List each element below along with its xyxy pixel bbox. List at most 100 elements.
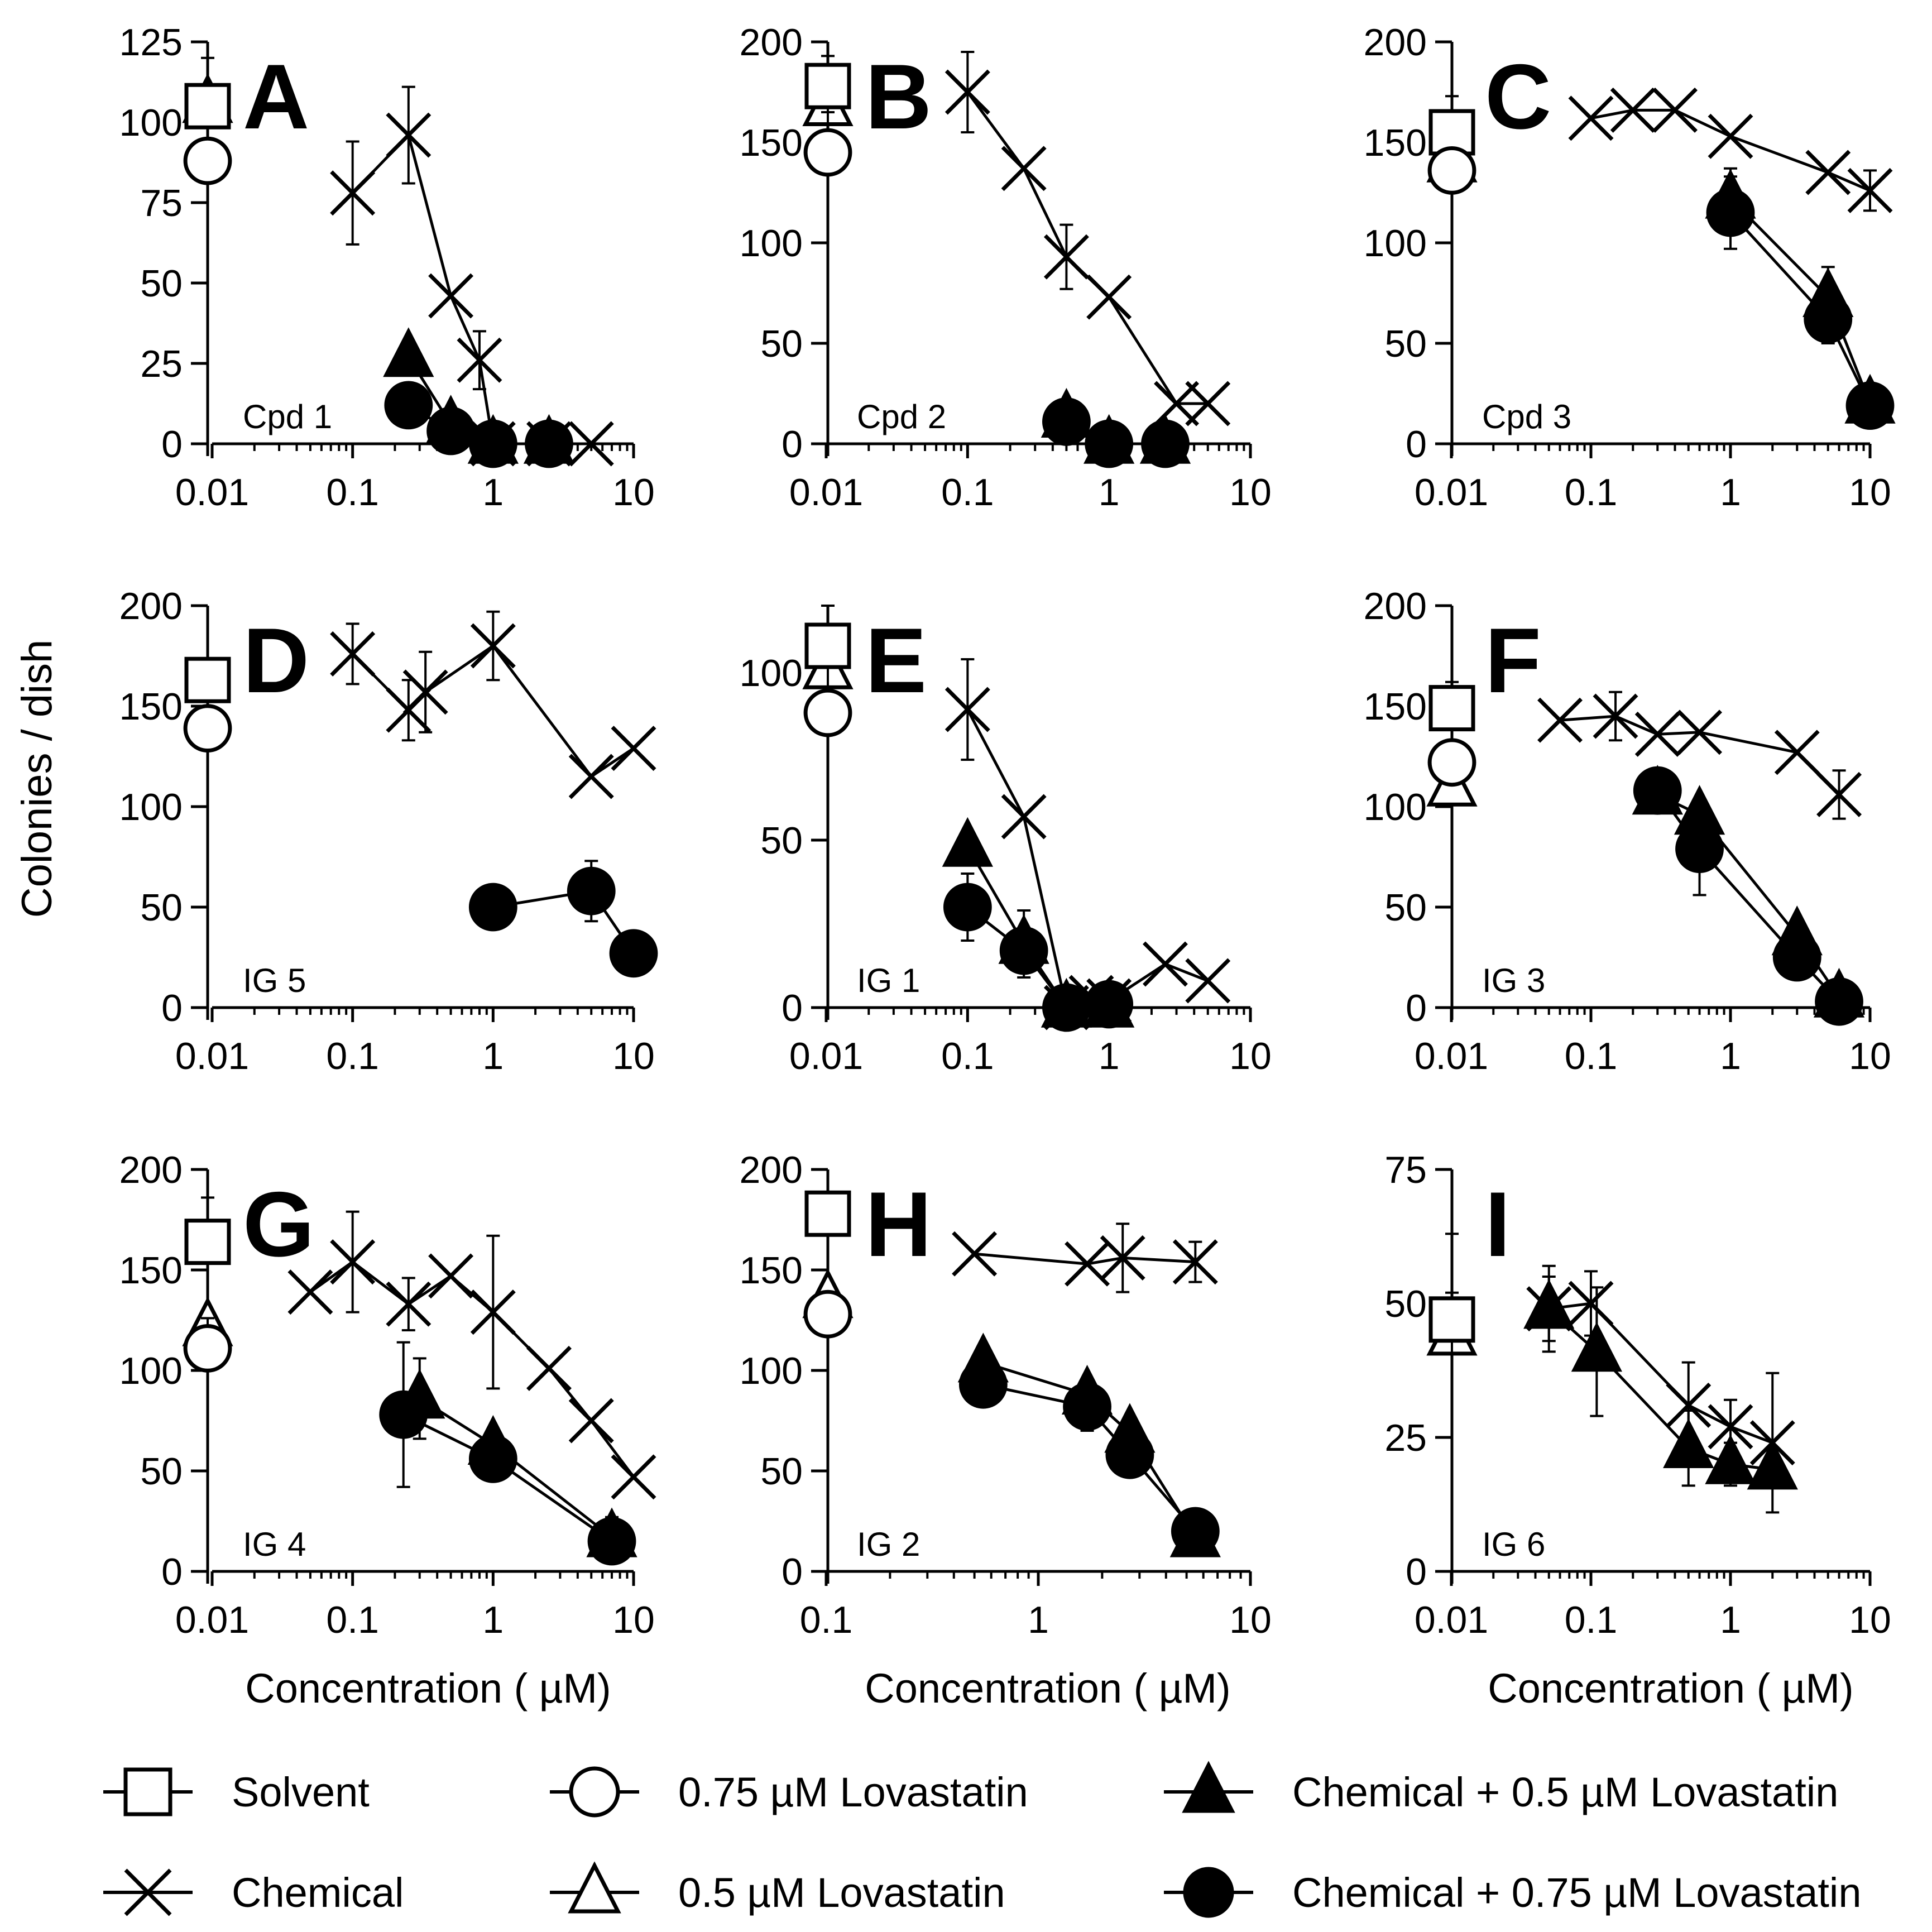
panel-g: 0 50 100 150 200 0.01 0.1 1 10 G IG 4 [119, 1149, 656, 1641]
legend-item-chemical: Chemical [103, 1868, 404, 1916]
y-tick-label: 25 [140, 343, 183, 385]
compound-label: IG 6 [1482, 1526, 1545, 1563]
panel-a: 0 25 50 75 100 125 0.01 0.1 1 10 A Cpd 1 [119, 21, 655, 514]
chem_lov075-line [1656, 789, 1840, 1003]
chemical-point [470, 1289, 516, 1335]
chemical-point [611, 726, 656, 771]
y-tick-label: 0 [161, 987, 183, 1029]
chem_lov075-point [426, 406, 475, 456]
y-tick-label: 150 [119, 1249, 183, 1292]
control-solvent-point [1428, 109, 1475, 156]
chemical-point [1043, 234, 1089, 280]
x-tick-label: 10 [1849, 1035, 1891, 1077]
control-lov075-point [183, 704, 232, 752]
chemical-point [1185, 381, 1231, 426]
chemical-point [1805, 150, 1851, 195]
chem_lov075-point [525, 419, 573, 468]
y-tick-label: 0 [161, 423, 183, 466]
chemical-point [1568, 95, 1614, 141]
y-tick-label: 0 [1406, 987, 1427, 1029]
legend-label-solvent: Solvent [232, 1769, 370, 1815]
chemical-point [1610, 87, 1656, 133]
panel-h: 0 50 100 150 200 0.1 1 10 H IG 2 [740, 1149, 1272, 1641]
y-tick-label: 200 [1364, 21, 1427, 64]
control-lov075-point [803, 1289, 852, 1339]
chemical-point [402, 669, 448, 715]
y-tick-label: 150 [119, 685, 183, 728]
chem_lov075-point [1042, 983, 1091, 1032]
panel-d: 0 50 100 150 200 0.01 0.1 1 10 D IG 5 [119, 585, 658, 1077]
chem_lov05-point [1663, 1418, 1714, 1468]
chem_lov05-point [1571, 1322, 1622, 1372]
y-tick-label: 200 [119, 1149, 183, 1191]
legend-label-lov05: 0.5 µM Lovastatin [678, 1869, 1005, 1916]
x-tick-label: 0.1 [326, 1599, 379, 1641]
legend-item-lov05: 0.5 µM Lovastatin [550, 1861, 1005, 1916]
chem_lov05-line [1548, 1307, 1773, 1471]
chem_lov05-line [966, 846, 1109, 1009]
x-tick-label: 1 [1720, 471, 1741, 514]
compound-label: Cpd 2 [857, 398, 946, 435]
x-tick-label: 10 [612, 1599, 655, 1641]
compound-label: IG 4 [243, 1526, 306, 1563]
x-tick-label: 0.01 [1415, 1599, 1488, 1641]
chemical-point [611, 1454, 656, 1500]
control-lov075-point [803, 688, 852, 737]
chem_lov075-point [1105, 1430, 1154, 1479]
chemical-line [1590, 108, 1871, 192]
chem_lov075-point [1141, 419, 1190, 468]
control-solvent-point [184, 83, 231, 130]
x-tick-label: 0.1 [1565, 1599, 1618, 1641]
chemical-point [428, 273, 474, 319]
x-tick-label: 1 [482, 471, 504, 514]
chemical-line [1549, 1302, 1773, 1444]
legend-marker-lov075 [569, 1766, 620, 1818]
y-tick-label: 0 [1406, 423, 1427, 466]
y-tick-label: 50 [140, 262, 183, 305]
chemical-point [1100, 1235, 1145, 1281]
panel-letter: F [1485, 609, 1541, 712]
x-tick-label: 1 [1099, 1035, 1120, 1077]
chem_lov075-point [1042, 397, 1091, 446]
legend: Solvent 0.75 µM Lovastatin Chemical + 0.5 … [103, 1761, 1862, 1918]
compound-label: Cpd 1 [243, 398, 332, 435]
chemical-point [386, 112, 432, 158]
legend-item-chem_lov05: Chemical + 0.5 µM Lovastatin [1164, 1761, 1838, 1815]
chemical-point [330, 170, 376, 216]
chemical-point [568, 1398, 614, 1444]
y-tick-label: 125 [119, 21, 183, 64]
x-tick-label: 10 [1229, 471, 1272, 514]
chem_lov05-point [1523, 1279, 1575, 1329]
y-tick-label: 75 [140, 182, 183, 224]
chem_lov075-point [609, 929, 658, 978]
panel-letter: A [243, 45, 309, 148]
legend-item-lov075: 0.75 µM Lovastatin [550, 1766, 1028, 1818]
x-tick-label: 0.01 [1415, 471, 1488, 514]
x-tick-label: 1 [1720, 1599, 1741, 1641]
legend-marker-lov05 [568, 1861, 621, 1914]
control-lov075-point [1427, 738, 1476, 787]
y-tick-label: 100 [119, 102, 183, 144]
compound-label: IG 3 [1482, 962, 1545, 999]
chemical-point [1593, 693, 1638, 739]
legend-label-chemical: Chemical [232, 1869, 404, 1916]
y-tick-label: 150 [740, 122, 803, 164]
control-lov075-point [183, 136, 232, 185]
control-solvent-point [1428, 1296, 1475, 1343]
x-tick-label: 10 [1229, 1035, 1272, 1077]
y-tick-label: 100 [740, 1350, 803, 1392]
compound-label: IG 5 [243, 962, 306, 999]
panel-letter: C [1485, 45, 1551, 148]
panel-f: 0 50 100 150 200 0.01 0.1 1 10 F IG 3 [1364, 585, 1891, 1077]
x-tick-label: 0.01 [175, 471, 249, 514]
chemical-line [966, 91, 1208, 405]
chemical-line [974, 1252, 1196, 1265]
x-tick-label: 0.1 [1565, 471, 1618, 514]
y-tick-label: 100 [119, 1350, 183, 1392]
chem_lov075-point [379, 1390, 428, 1439]
x-tick-label: 0.01 [789, 471, 863, 514]
y-tick-label: 50 [1384, 886, 1427, 929]
compound-label: Cpd 3 [1482, 398, 1571, 435]
x-axis-label-middle: Concentration ( µM) [865, 1665, 1230, 1712]
chemical-point [330, 631, 376, 677]
